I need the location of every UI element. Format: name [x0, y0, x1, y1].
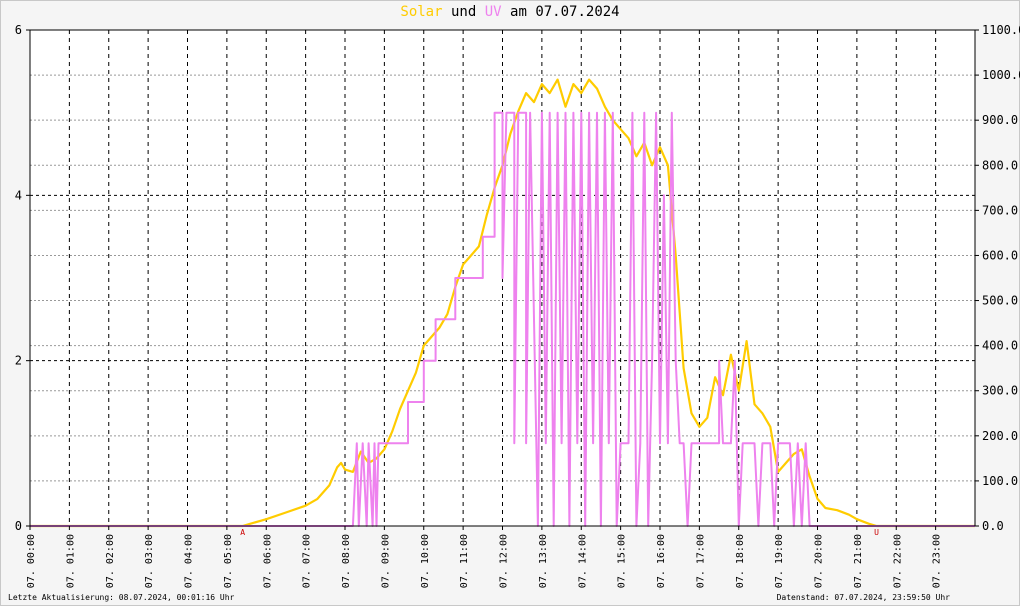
x-tick-label: 07. 14:00	[577, 534, 588, 588]
x-tick-label: 07. 18:00	[735, 534, 746, 588]
right-tick-label: 0.0	[982, 519, 1004, 533]
x-tick-label: 07. 23:00	[932, 534, 943, 588]
right-tick-label: 600.0	[982, 248, 1018, 262]
x-tick-label: 07. 20:00	[814, 534, 825, 588]
left-tick-label: 4	[15, 188, 22, 202]
x-tick-label: 07. 17:00	[695, 534, 706, 588]
x-tick-label: 07. 16:00	[656, 534, 667, 588]
title-und: und	[450, 4, 477, 20]
uv-series	[30, 111, 975, 527]
x-tick-label: 07. 00:00	[26, 534, 37, 588]
title-solar: Solar	[400, 4, 443, 20]
x-tick-label: 07. 09:00	[380, 534, 391, 588]
x-tick-label: 07. 01:00	[65, 534, 76, 588]
right-tick-label: 500.0	[982, 294, 1018, 308]
title-date: 07.07.2024	[535, 4, 620, 20]
title-date-prefix: am	[510, 4, 527, 20]
x-tick-label: 07. 15:00	[617, 534, 628, 588]
tick-labels: 0 2 4 6 0.0 100.0 200.0 300.0 400.0 500.0 600.0 700…	[15, 23, 1020, 588]
axes	[26, 29, 979, 530]
right-tick-label: 100.0	[982, 474, 1018, 488]
x-tick-label: 07. 19:00	[774, 534, 785, 588]
x-tick-label: 07. 10:00	[420, 534, 431, 588]
right-tick-label: 900.0	[982, 113, 1018, 127]
right-tick-label: 400.0	[982, 339, 1018, 353]
x-tick-label: 07. 07:00	[302, 534, 313, 588]
x-tick-label: 07. 11:00	[459, 534, 470, 588]
footer-data-status: Datenstand: 07.07.2024, 23:59:50 Uhr	[776, 593, 950, 602]
x-tick-label: 07. 06:00	[262, 534, 273, 588]
marker-a: A	[240, 528, 245, 537]
chart-title: Solar und UV am 07.07.2024	[0, 4, 1020, 20]
x-tick-label: 07. 05:00	[223, 534, 234, 588]
right-tick-label: 200.0	[982, 429, 1018, 443]
footer-last-update: Letzte Aktualisierung: 08.07.2024, 00:01…	[8, 593, 235, 602]
x-tick-label: 07. 22:00	[892, 534, 903, 588]
x-tick-label: 07. 02:00	[105, 534, 116, 588]
x-tick-label: 07. 12:00	[499, 534, 510, 588]
left-tick-label: 2	[15, 354, 22, 368]
x-tick-label: 07. 13:00	[538, 534, 549, 588]
right-tick-label: 700.0	[982, 203, 1018, 217]
x-tick-label: 07. 08:00	[341, 534, 352, 588]
left-tick-label: 6	[15, 23, 22, 37]
x-tick-label: 07. 03:00	[144, 534, 155, 588]
right-tick-label: 1100.0	[982, 23, 1020, 37]
right-tick-label: 800.0	[982, 158, 1018, 172]
right-tick-label: 300.0	[982, 384, 1018, 398]
title-uv: UV	[484, 4, 502, 20]
uv-line	[30, 111, 975, 527]
x-tick-label: 07. 04:00	[184, 534, 195, 588]
right-tick-label: 1000.0	[982, 68, 1020, 82]
x-tick-label: 07. 21:00	[853, 534, 864, 588]
marker-u: U	[874, 528, 879, 537]
left-tick-label: 0	[15, 519, 22, 533]
